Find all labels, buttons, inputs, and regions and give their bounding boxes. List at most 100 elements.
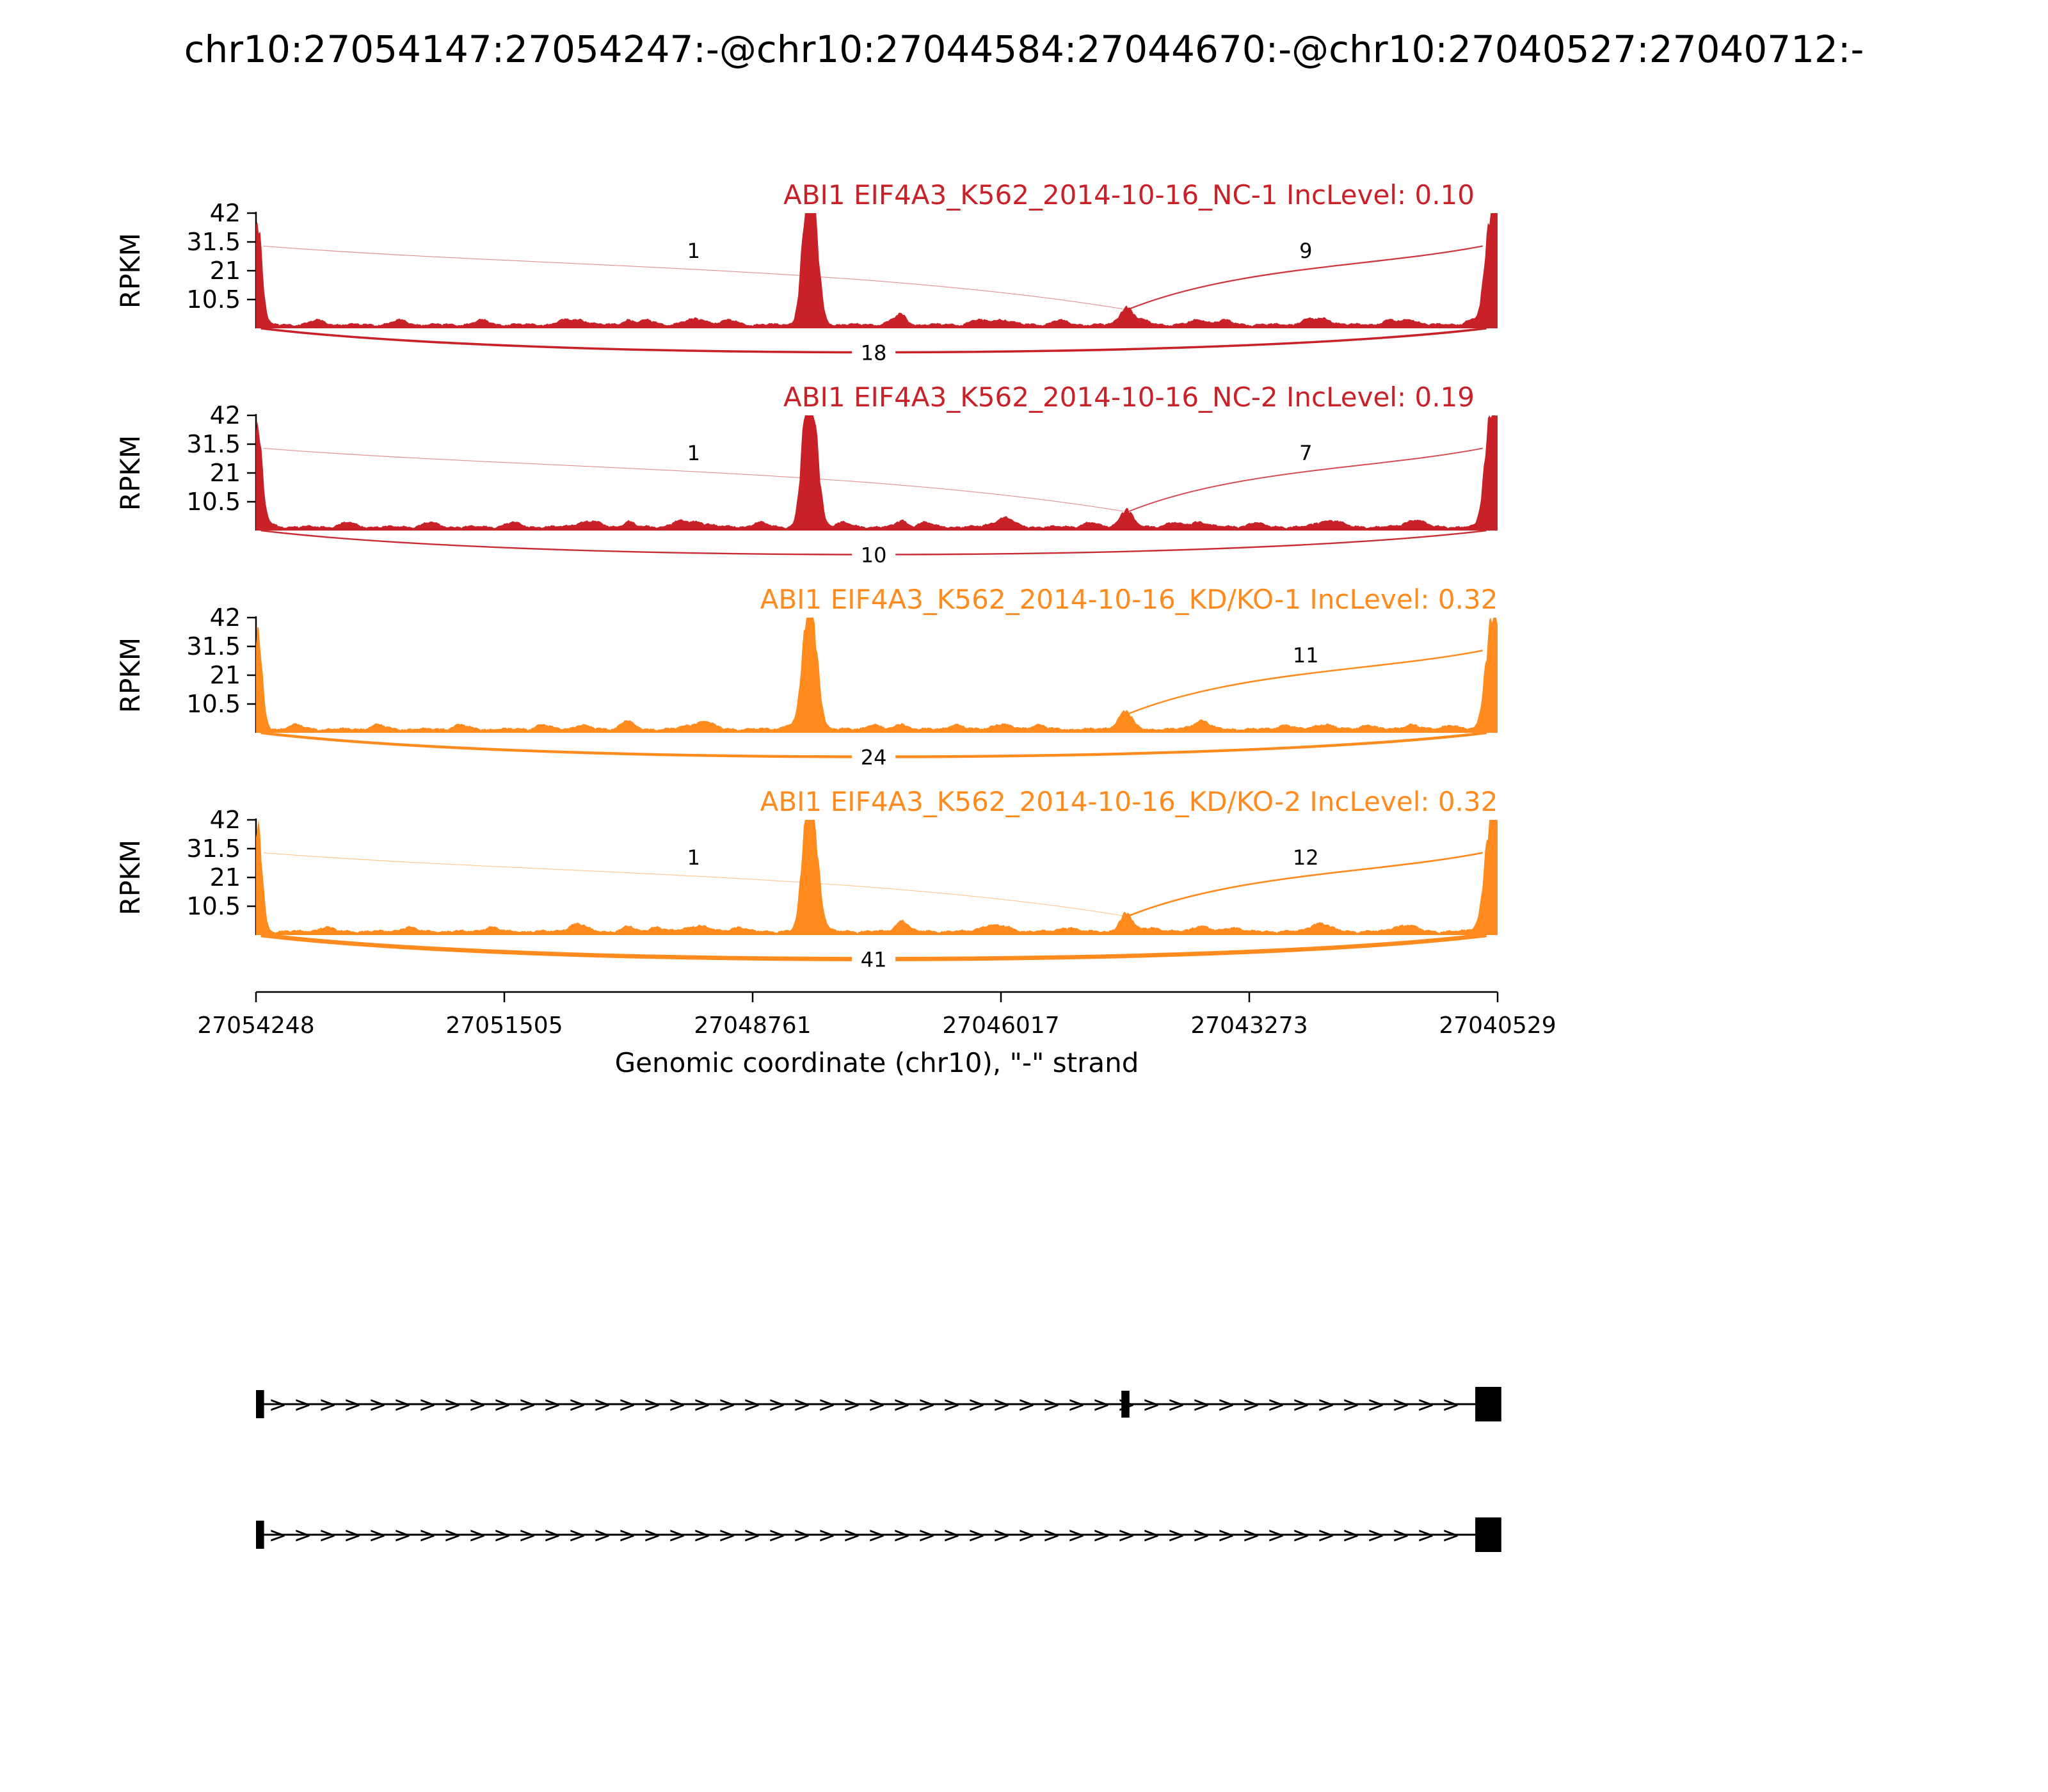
strand-arrow-icon: > xyxy=(568,1392,587,1418)
strand-arrow-icon: > xyxy=(518,1523,537,1548)
y-axis-title: RPKM xyxy=(115,637,146,713)
strand-arrow-icon: > xyxy=(419,1523,437,1548)
strand-arrow-icon: > xyxy=(543,1523,562,1548)
strand-arrow-icon: > xyxy=(718,1523,737,1548)
strand-arrow-icon: > xyxy=(1018,1392,1036,1418)
strand-arrow-icon: > xyxy=(1342,1523,1361,1548)
strand-arrow-icon: > xyxy=(294,1392,312,1418)
exon-box xyxy=(256,1390,264,1418)
junction-arc xyxy=(263,447,1124,512)
strand-arrow-icon: > xyxy=(868,1523,886,1548)
exon-box xyxy=(1121,1391,1130,1418)
x-axis: 27054248 27051505 27048761 27046017 27043273… xyxy=(197,991,1556,1039)
strand-arrow-icon: > xyxy=(1167,1392,1186,1418)
junction-count-bg xyxy=(852,945,896,973)
strand-arrow-icon: > xyxy=(1267,1392,1286,1418)
strand-arrow-icon: > xyxy=(1367,1523,1386,1548)
x-tick-label: 27054248 xyxy=(197,1012,314,1039)
strand-arrow-icon: > xyxy=(1167,1523,1186,1548)
strand-arrow-icon: > xyxy=(319,1392,337,1418)
strand-arrow-icon: > xyxy=(593,1392,612,1418)
junction-count: 1 xyxy=(687,239,700,263)
strand-arrow-icon: > xyxy=(668,1523,687,1548)
strand-arrow-icon: > xyxy=(1043,1392,1061,1418)
strand-arrow-icon: > xyxy=(893,1392,911,1418)
gene-model-isoform-2: > > > > > > > > > > > > > > > > > > > > > > > > > > > > > > > > > > > > > > > >… xyxy=(256,1517,1501,1552)
strand-arrow-icon: > xyxy=(468,1523,487,1548)
strand-arrow-icon: > xyxy=(1442,1392,1460,1418)
strand-arrow-icon: > xyxy=(269,1523,287,1548)
strand-arrow-icon: > xyxy=(968,1523,986,1548)
strand-arrow-icon: > xyxy=(643,1523,662,1548)
strand-arrow-icon: > xyxy=(1442,1523,1460,1548)
junction-count-bg xyxy=(852,540,896,569)
strand-arrow-icon: > xyxy=(493,1523,512,1548)
strand-arrow-icon: > xyxy=(543,1392,562,1418)
strand-arrow-icon: > xyxy=(1068,1392,1086,1418)
strand-arrow-icon: > xyxy=(693,1523,712,1548)
y-tick-label: 31.5 xyxy=(186,632,241,660)
strand-arrow-icon: > xyxy=(618,1392,637,1418)
junction-arc xyxy=(263,852,1124,916)
strand-arrow-icon: > xyxy=(294,1523,312,1548)
y-tick-label: 31.5 xyxy=(186,430,241,458)
strand-arrow-icon: > xyxy=(1292,1392,1311,1418)
strand-arrow-icon: > xyxy=(1092,1392,1111,1418)
strand-arrow-icon: > xyxy=(793,1392,812,1418)
strand-arrow-icon: > xyxy=(1367,1392,1386,1418)
exon-box xyxy=(1475,1387,1501,1421)
strand-arrow-icon: > xyxy=(1392,1523,1411,1548)
strand-arrow-icon: > xyxy=(444,1523,462,1548)
strand-arrow-icon: > xyxy=(843,1392,861,1418)
junction-arc xyxy=(1128,447,1483,512)
y-tick-label: 31.5 xyxy=(186,228,241,256)
junction-count-bg xyxy=(852,338,896,367)
junction-count-bg xyxy=(852,742,896,771)
coverage-area xyxy=(256,213,1498,328)
junction-count: 41 xyxy=(861,948,887,972)
junction-arc xyxy=(1128,245,1483,310)
strand-arrow-icon: > xyxy=(943,1523,961,1548)
junction-count: 1 xyxy=(687,441,700,465)
strand-arrow-icon: > xyxy=(1342,1392,1361,1418)
y-tick-label: 10.5 xyxy=(186,690,241,718)
coverage-area xyxy=(256,820,1498,935)
strand-arrow-icon: > xyxy=(618,1523,637,1548)
junction-count: 9 xyxy=(1299,239,1312,263)
strand-arrow-icon: > xyxy=(1192,1392,1211,1418)
strand-arrow-icon: > xyxy=(743,1523,762,1548)
junction-count: 11 xyxy=(1293,643,1319,668)
strand-arrow-icon: > xyxy=(1267,1523,1286,1548)
strand-arrow-icon: > xyxy=(768,1523,787,1548)
y-axis-title: RPKM xyxy=(115,840,146,915)
strand-arrow-icon: > xyxy=(1217,1523,1236,1548)
junction-count: 7 xyxy=(1299,441,1312,465)
strand-arrow-icon: > xyxy=(518,1392,537,1418)
plot-title: chr10:27054147:27054247:-@chr10:27044584… xyxy=(184,28,1864,71)
y-tick-label: 21 xyxy=(210,863,241,892)
y-tick-label: 10.5 xyxy=(186,488,241,516)
strand-arrow-icon: > xyxy=(668,1392,687,1418)
strand-arrow-icon: > xyxy=(818,1392,836,1418)
strand-arrow-icon: > xyxy=(444,1392,462,1418)
y-tick-label: 21 xyxy=(210,257,241,285)
strand-arrow-icon: > xyxy=(1068,1523,1086,1548)
track-title: ABI1 EIF4A3_K562_2014-10-16_KD/KO-1 IncL… xyxy=(760,584,1498,615)
x-tick-label: 27051505 xyxy=(445,1012,563,1039)
strand-arrow-icon: > xyxy=(968,1392,986,1418)
junction-arc xyxy=(1128,650,1483,715)
strand-arrow-icon: > xyxy=(1392,1392,1411,1418)
coverage-area xyxy=(256,415,1498,531)
strand-arrow-icon: > xyxy=(868,1392,886,1418)
y-tick-label: 42 xyxy=(210,604,241,632)
y-tick-label: 31.5 xyxy=(186,835,241,863)
strand-arrow-icon: > xyxy=(344,1392,362,1418)
strand-arrow-icon: > xyxy=(394,1523,412,1548)
junction-count: 1 xyxy=(687,845,700,870)
strand-arrow-icon: > xyxy=(693,1392,712,1418)
